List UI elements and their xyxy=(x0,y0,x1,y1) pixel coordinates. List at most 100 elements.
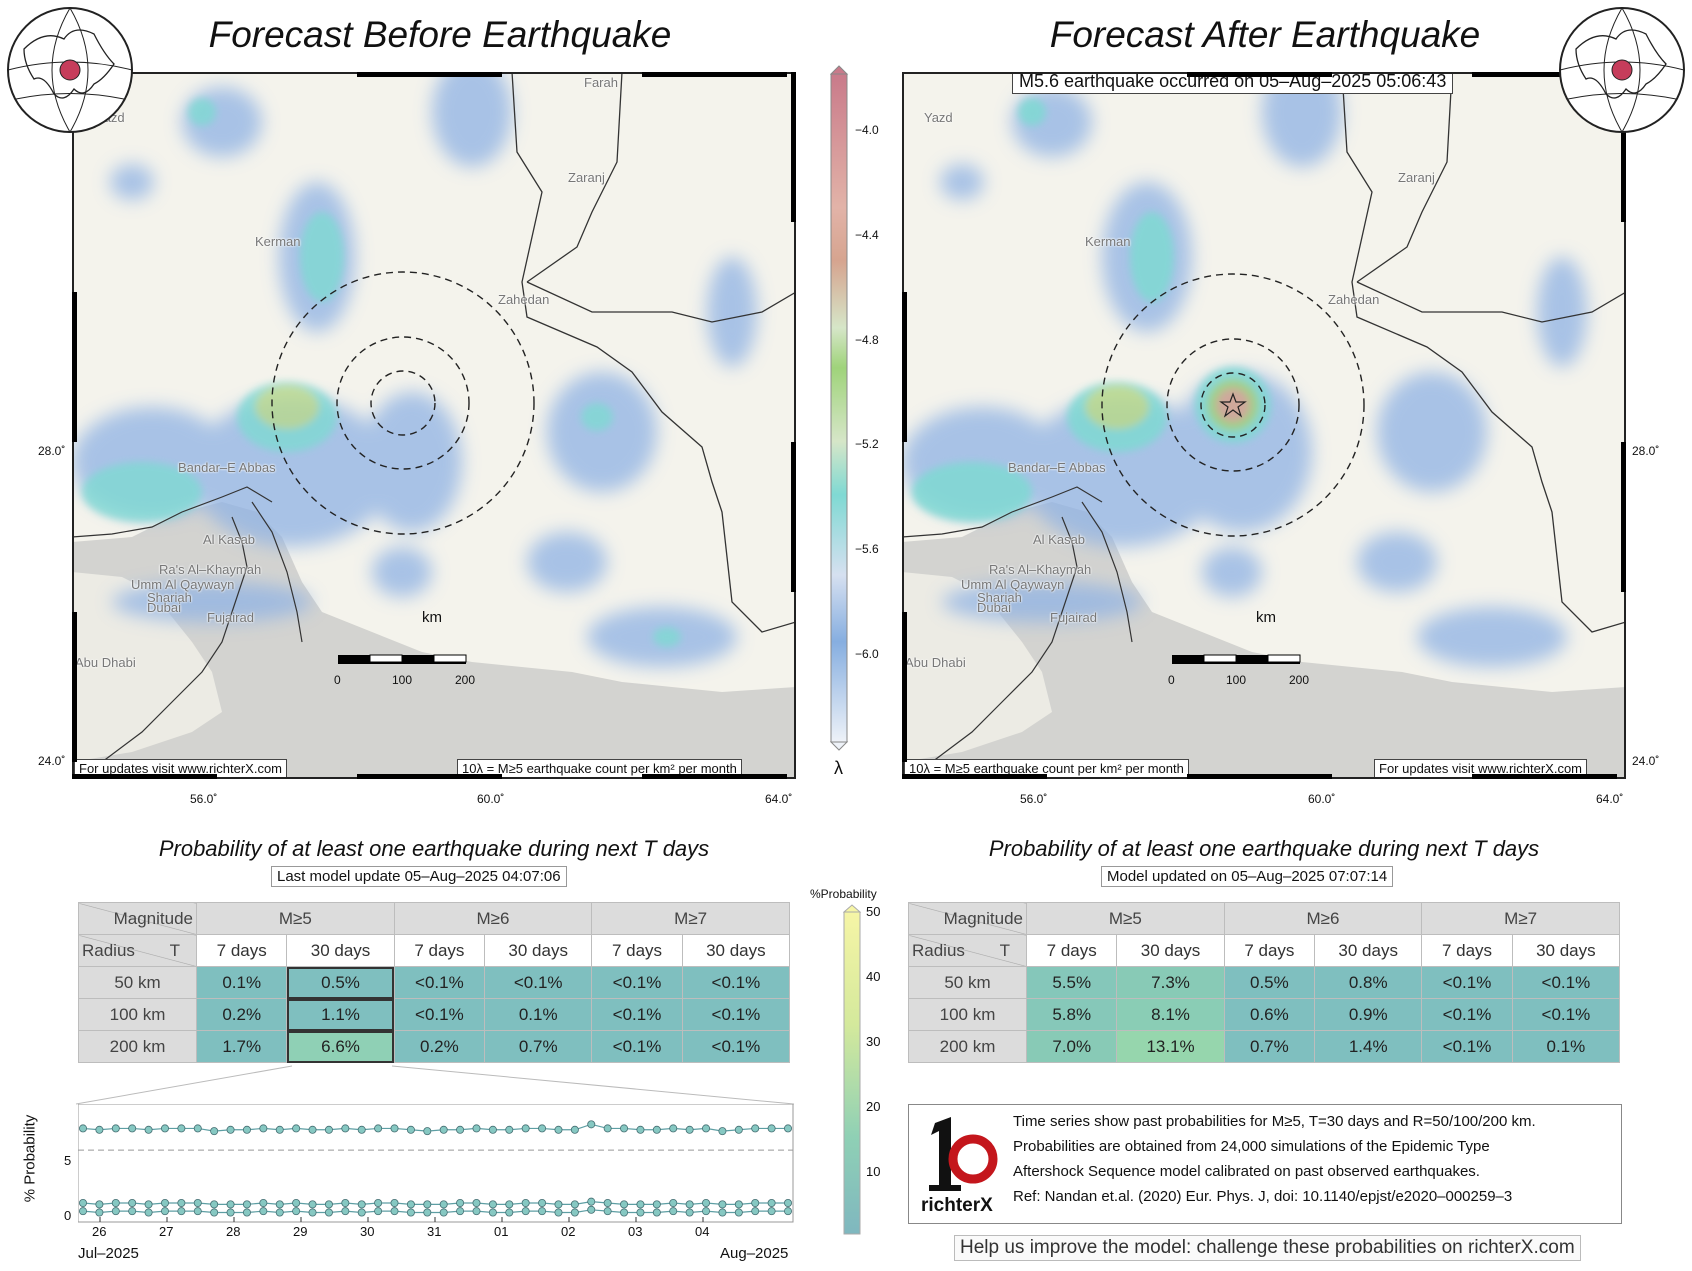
period-header: 7 days xyxy=(1421,934,1513,967)
ts-point xyxy=(423,1208,432,1217)
ts-point xyxy=(456,1207,465,1216)
richterx-logo-icon xyxy=(929,1117,998,1191)
info-line-3: Aftershock Sequence model calibrated on … xyxy=(1013,1163,1480,1180)
city-kerman: Kerman xyxy=(1085,234,1131,249)
ts-point xyxy=(111,1207,120,1216)
left-scale-bar xyxy=(338,654,467,664)
table-cell: <0.1% xyxy=(484,966,593,999)
left-model-update: Last model update 05–Aug–2025 04:07:06 xyxy=(271,866,567,887)
ts-point xyxy=(718,1127,727,1136)
corner-magnitude-label: Magnitude xyxy=(113,908,193,928)
table-cell: 7.3% xyxy=(1116,966,1225,999)
right-locator-globe-icon xyxy=(1559,7,1685,133)
ts-point xyxy=(406,1125,415,1134)
table-cell: 0.7% xyxy=(484,1030,593,1063)
right-scale-tick-200: 200 xyxy=(1289,673,1310,687)
ts-point xyxy=(767,1124,776,1133)
lambda-tick-2: −4.8 xyxy=(855,333,879,347)
period-header: 30 days xyxy=(681,934,791,967)
period-header: 7 days xyxy=(195,934,288,967)
ts-point xyxy=(144,1125,153,1134)
prob-tick-10: 10 xyxy=(866,1164,881,1179)
ts-point xyxy=(767,1199,776,1208)
prob-tick-40: 40 xyxy=(866,969,881,984)
help-improve-link[interactable]: Help us improve the model: challenge the… xyxy=(954,1235,1581,1261)
lambda-tick-4: −5.6 xyxy=(855,542,879,556)
ts-point xyxy=(505,1200,514,1209)
ts-xtick-label: 03 xyxy=(628,1224,643,1239)
ts-point xyxy=(226,1200,235,1209)
ts-point xyxy=(160,1207,169,1216)
right-lon-tick-56: 56.0˚ xyxy=(1020,792,1048,806)
ts-point xyxy=(128,1124,137,1133)
ts-point xyxy=(390,1207,399,1216)
lambda-colorbar-gradient xyxy=(829,65,849,751)
left-table-title: Probability of at least one earthquake d… xyxy=(158,836,710,861)
ts-point xyxy=(128,1199,137,1208)
ts-point xyxy=(374,1207,383,1216)
ts-point xyxy=(521,1199,530,1208)
city-dubai: Dubai xyxy=(977,600,1011,615)
table-cell: 6.6% xyxy=(286,1030,395,1063)
ts-point xyxy=(554,1125,563,1134)
table-cell: <0.1% xyxy=(591,998,683,1031)
ts-point xyxy=(177,1207,186,1216)
table-row: 100 km 5.8% 8.1% 0.6% 0.9% <0.1% <0.1% xyxy=(908,998,1621,1031)
ts-point xyxy=(95,1125,104,1134)
ts-point xyxy=(620,1124,629,1133)
table-cell: 8.1% xyxy=(1116,998,1225,1031)
ts-point xyxy=(669,1207,678,1216)
ts-point xyxy=(210,1200,219,1209)
right-lon-tick-60: 60.0˚ xyxy=(1308,792,1336,806)
epicenter-star-icon xyxy=(1219,392,1247,418)
lambda-colorbar xyxy=(829,64,849,754)
ts-point xyxy=(226,1125,235,1134)
period-header: 7 days xyxy=(393,934,486,967)
table-row: 50 km 0.1% 0.5% <0.1% <0.1% <0.1% <0.1% xyxy=(78,966,791,999)
city-zaranj: Zaranj xyxy=(1398,170,1435,185)
ts-point xyxy=(341,1199,350,1208)
ts-point xyxy=(570,1200,579,1209)
city-al-kasab: Al Kasab xyxy=(1033,532,1086,547)
ts-point xyxy=(505,1208,514,1217)
ts-point xyxy=(275,1208,284,1217)
left-scale-label: km xyxy=(422,609,442,626)
ts-point xyxy=(160,1199,169,1208)
ts-start-month: Jul–2025 xyxy=(78,1245,139,1262)
ts-point xyxy=(669,1199,678,1208)
right-scale-tick-100: 100 xyxy=(1226,673,1247,687)
corner-radius-label: Radius xyxy=(82,940,135,960)
ts-point xyxy=(652,1208,661,1217)
left-frame-ticks xyxy=(72,72,796,779)
lambda-symbol: λ xyxy=(834,758,843,778)
city-ras-al-khaymah: Ra's Al–Khaymah xyxy=(989,562,1092,577)
ts-point xyxy=(587,1205,596,1214)
ts-point xyxy=(242,1208,251,1217)
ts-point xyxy=(210,1127,219,1136)
richterx-logo-text: richterX xyxy=(921,1195,993,1216)
ts-point xyxy=(308,1125,317,1134)
period-header: 7 days xyxy=(591,934,683,967)
prob-tick-30: 30 xyxy=(866,1034,881,1049)
ts-point xyxy=(538,1124,547,1133)
ts-point xyxy=(423,1200,432,1209)
city-fujairad: Fujairad xyxy=(1050,610,1097,625)
city-ras-al-khaymah: Ra's Al–Khaymah xyxy=(159,562,262,577)
right-table-title: Probability of at least one earthquake d… xyxy=(988,836,1540,861)
ts-xtick-label: 30 xyxy=(360,1224,375,1239)
ts-xtick-label: 04 xyxy=(695,1224,710,1239)
richterx-logo[interactable]: richterX xyxy=(921,1113,1001,1217)
ts-point xyxy=(95,1208,104,1217)
ts-point xyxy=(390,1124,399,1133)
probability-time-series[interactable] xyxy=(78,1104,798,1234)
right-lat-tick-28: 28.0˚ xyxy=(1632,444,1660,458)
ts-point xyxy=(324,1200,333,1209)
right-map-graphic xyxy=(902,72,1626,779)
city-bandar-abbas: Bandar–E Abbas xyxy=(178,460,276,475)
right-forecast-map[interactable]: M5.6 earthquake occurred on 05–Aug–2025 … xyxy=(902,72,1626,779)
left-forecast-map[interactable]: Farah Yazd Zaranj Kerman Zahedan Bandar–… xyxy=(72,72,796,779)
city-bandar-abbas: Bandar–E Abbas xyxy=(1008,460,1106,475)
mag-header-6: M≥6 xyxy=(1223,902,1423,935)
ts-point xyxy=(79,1199,87,1208)
ts-point xyxy=(652,1200,661,1209)
